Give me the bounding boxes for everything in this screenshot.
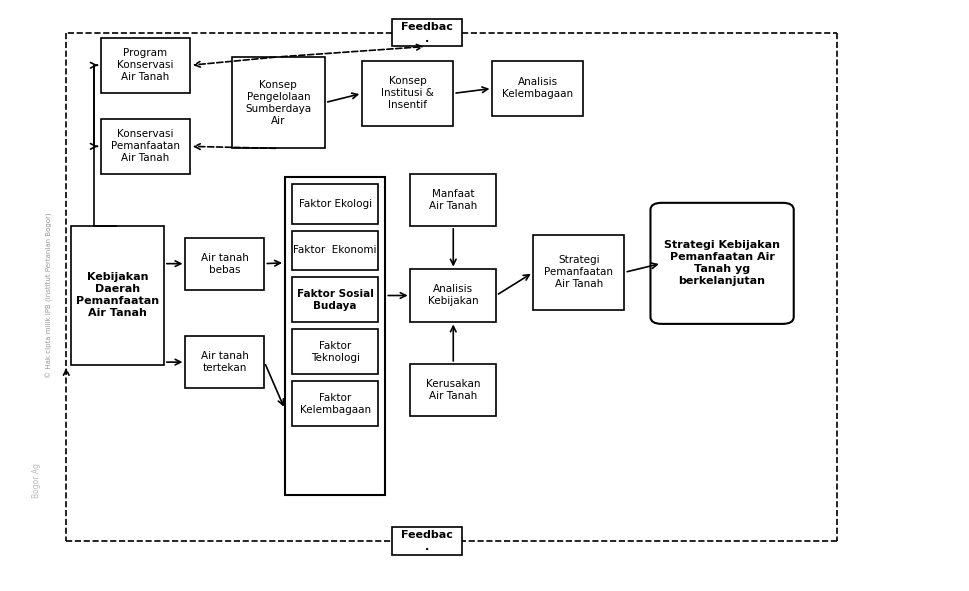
Text: Faktor Sosial
Budaya: Faktor Sosial Budaya bbox=[297, 288, 374, 310]
Bar bbox=[411, 364, 496, 416]
Bar bbox=[101, 119, 190, 174]
Text: Faktor Ekologi: Faktor Ekologi bbox=[298, 199, 372, 209]
Text: Feedbac
.: Feedbac . bbox=[401, 530, 453, 552]
Text: Feedbac
.: Feedbac . bbox=[401, 21, 453, 44]
Bar bbox=[285, 177, 386, 495]
Bar bbox=[362, 61, 453, 126]
Bar bbox=[71, 226, 164, 365]
Bar bbox=[293, 381, 378, 426]
Bar bbox=[533, 235, 624, 310]
Text: Bogor Ag: Bogor Ag bbox=[32, 463, 41, 498]
Bar bbox=[391, 527, 461, 555]
Text: Analisis
Kebijakan: Analisis Kebijakan bbox=[428, 284, 479, 307]
Text: Faktor
Kelembagaan: Faktor Kelembagaan bbox=[299, 393, 371, 415]
Text: Faktor
Teknologi: Faktor Teknologi bbox=[311, 340, 359, 363]
Bar bbox=[185, 238, 265, 290]
Bar bbox=[293, 184, 378, 223]
Text: Konservasi
Pemanfaatan
Air Tanah: Konservasi Pemanfaatan Air Tanah bbox=[110, 129, 180, 163]
Text: Manfaat
Air Tanah: Manfaat Air Tanah bbox=[429, 189, 478, 211]
Bar bbox=[391, 19, 461, 47]
Text: Analisis
Kelembagaan: Analisis Kelembagaan bbox=[502, 77, 574, 99]
Text: Konsep
Institusi &
Insentif: Konsep Institusi & Insentif bbox=[381, 76, 434, 111]
Bar bbox=[492, 61, 583, 116]
Text: Konsep
Pengelolaan
Sumberdaya
Air: Konsep Pengelolaan Sumberdaya Air bbox=[245, 80, 311, 126]
Text: Faktor  Ekonomi: Faktor Ekonomi bbox=[294, 245, 377, 255]
Bar bbox=[232, 57, 325, 148]
Text: Air tanah
bebas: Air tanah bebas bbox=[201, 252, 249, 275]
Bar bbox=[101, 38, 190, 93]
Bar bbox=[293, 277, 378, 322]
Bar bbox=[293, 230, 378, 270]
Bar bbox=[185, 336, 265, 388]
Text: Kerusakan
Air Tanah: Kerusakan Air Tanah bbox=[426, 379, 481, 401]
Bar bbox=[411, 174, 496, 226]
Text: Strategi
Pemanfaatan
Air Tanah: Strategi Pemanfaatan Air Tanah bbox=[545, 255, 613, 290]
Bar bbox=[293, 329, 378, 374]
Text: Strategi Kebijakan
Pemanfaatan Air
Tanah yg
berkelanjutan: Strategi Kebijakan Pemanfaatan Air Tanah… bbox=[664, 241, 780, 287]
Text: Program
Konservasi
Air Tanah: Program Konservasi Air Tanah bbox=[117, 48, 173, 82]
Text: Air tanah
tertekan: Air tanah tertekan bbox=[201, 351, 249, 373]
Text: © Hak cipta milik IPB (Institut Pertanian Bogor): © Hak cipta milik IPB (Institut Pertania… bbox=[46, 213, 53, 378]
FancyBboxPatch shape bbox=[650, 203, 794, 324]
Text: Kebijakan
Daerah
Pemanfaatan
Air Tanah: Kebijakan Daerah Pemanfaatan Air Tanah bbox=[76, 272, 159, 319]
Bar bbox=[411, 269, 496, 322]
